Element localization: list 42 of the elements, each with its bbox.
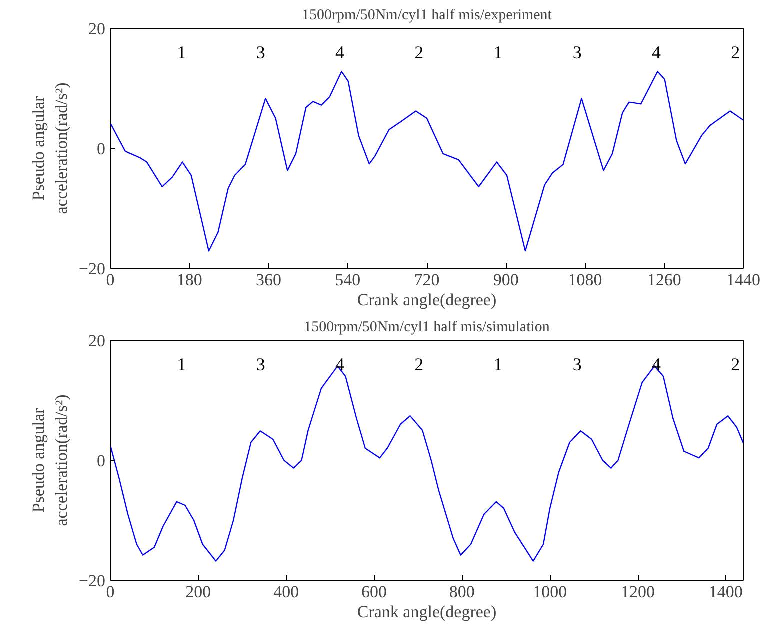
x-tick-label: 400: [274, 582, 300, 602]
x-tick-label: 180: [176, 270, 202, 290]
x-tick-label: 1200: [621, 582, 655, 602]
annotation: 3: [572, 354, 582, 374]
x-tick-label: 1440: [726, 270, 760, 290]
line-series: [110, 71, 744, 252]
chart-title: 1500rpm/50Nm/cyl1 half mis/simulation: [304, 320, 550, 336]
annotation: 1: [494, 354, 503, 374]
x-tick-label: 1400: [708, 582, 743, 602]
annotation: 3: [572, 42, 582, 62]
x-tick-label: 800: [449, 582, 475, 602]
x-axis-title: Crank angle(degree): [357, 290, 497, 310]
x-tick-label: 900: [493, 270, 519, 290]
x-tick-label: 720: [414, 270, 440, 290]
x-tick-label: 200: [186, 582, 212, 602]
x-tick-label: 1260: [647, 270, 682, 290]
annotation: 2: [414, 42, 424, 62]
y-tick-label: 0: [97, 452, 106, 470]
annotation: 3: [256, 354, 266, 374]
x-tick-label: 600: [362, 582, 387, 602]
y-tick-label: −20: [78, 260, 106, 278]
annotation: 2: [414, 354, 424, 374]
y-tick-label: 0: [97, 140, 106, 158]
x-tick-label: 360: [256, 270, 282, 290]
y-axis-title: Pseudo angular acceleration(rad/s²): [29, 82, 71, 214]
y-tick-label: 20: [88, 332, 106, 350]
annotation: 1: [177, 354, 186, 374]
annotation: 2: [731, 354, 740, 374]
x-axis-title: Crank angle(degree): [357, 602, 497, 622]
annotation: 1: [494, 42, 503, 62]
y-tick-label: −20: [78, 572, 106, 590]
x-tick-label: 1000: [533, 582, 568, 602]
chart-title: 1500rpm/50Nm/cyl1 half mis/experiment: [302, 8, 553, 24]
annotation: 4: [652, 42, 661, 62]
x-tick-label: 540: [335, 270, 361, 290]
y-tick-label: 20: [88, 20, 106, 38]
annotation: 1: [177, 42, 186, 62]
x-tick-label: 1080: [568, 270, 602, 290]
y-axis-title: Pseudo angular acceleration(rad/s²): [29, 394, 71, 526]
annotation: 4: [335, 42, 344, 62]
annotation: 2: [731, 42, 740, 62]
annotation: 3: [256, 42, 266, 62]
